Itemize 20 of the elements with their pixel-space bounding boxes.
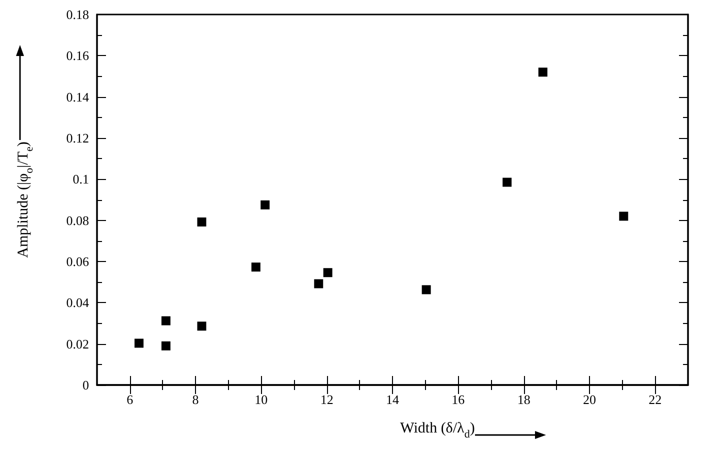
x-tick-label: 16 bbox=[452, 392, 466, 407]
x-tick-label: 6 bbox=[126, 392, 134, 407]
y-tick-label: 0.04 bbox=[66, 295, 90, 310]
y-tick-label: 0.02 bbox=[66, 336, 89, 352]
y-tick-label: 0.06 bbox=[66, 254, 90, 269]
y-tick-label: 0 bbox=[82, 378, 89, 392]
y-tick-label: 0.1 bbox=[72, 172, 89, 187]
y-tick-label: 0.12 bbox=[66, 130, 89, 146]
y-tick-label: 0.16 bbox=[66, 48, 90, 64]
x-tick-label: 10 bbox=[254, 392, 268, 407]
y-tick-label: 0.18 bbox=[66, 7, 89, 22]
x-tick-label: 22 bbox=[648, 392, 662, 407]
y-tick-label: 0.08 bbox=[66, 212, 89, 228]
x-tick-label: 8 bbox=[192, 392, 199, 407]
x-tick-label: 20 bbox=[583, 392, 596, 407]
y-axis-title: Amplitude (|φo|/Te) bbox=[16, 142, 36, 258]
x-tick-label: 14 bbox=[386, 392, 400, 407]
x-tick-label: 18 bbox=[517, 392, 530, 407]
x-tick-label: 12 bbox=[320, 392, 334, 407]
y-tick-label: 0.14 bbox=[66, 89, 90, 104]
